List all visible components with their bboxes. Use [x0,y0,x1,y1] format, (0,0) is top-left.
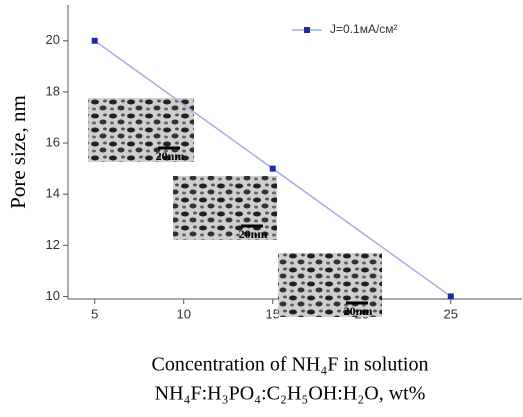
y-tick-label: 20 [46,32,60,47]
y-tick-label: 16 [46,134,60,149]
x-tick-label: 5 [91,306,98,321]
inset-label: 20nm [239,227,268,241]
x-axis-label: Concentration of NH₄F in solution [152,354,429,376]
point [269,165,276,172]
legend-marker [304,27,310,33]
x-tick-label: 15 [266,306,280,321]
x-tick-label: 25 [444,306,458,321]
y-tick-label: 10 [46,288,60,303]
point [447,293,454,300]
point [91,37,98,44]
inset-label: 20nm [344,304,373,318]
inset-image [173,176,277,240]
x-tick-label: 10 [176,306,190,321]
x-axis-label: NH₄F:H₃PO₄:C₂H₅OH:H₂O, wt% [155,383,426,405]
inset-image [88,98,194,162]
inset-label: 20nm [156,149,185,163]
legend-label: J=0.1мА/см² [330,22,398,36]
inset-image [278,253,382,317]
y-tick-label: 12 [46,237,60,252]
y-axis-label: Pore size, nm [6,95,30,209]
y-tick-label: 18 [46,83,60,98]
y-tick-label: 14 [46,186,60,201]
